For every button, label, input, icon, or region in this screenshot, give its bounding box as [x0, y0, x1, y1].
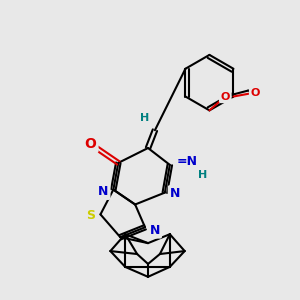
Text: N: N [98, 185, 109, 198]
Text: H: H [140, 113, 150, 123]
Text: N: N [150, 224, 160, 237]
Text: =N: =N [176, 155, 197, 168]
Text: H: H [198, 170, 207, 180]
Text: S: S [86, 209, 95, 222]
Text: O: O [85, 137, 97, 151]
Text: N: N [169, 187, 180, 200]
Text: O: O [220, 92, 230, 101]
Text: O: O [250, 88, 260, 98]
